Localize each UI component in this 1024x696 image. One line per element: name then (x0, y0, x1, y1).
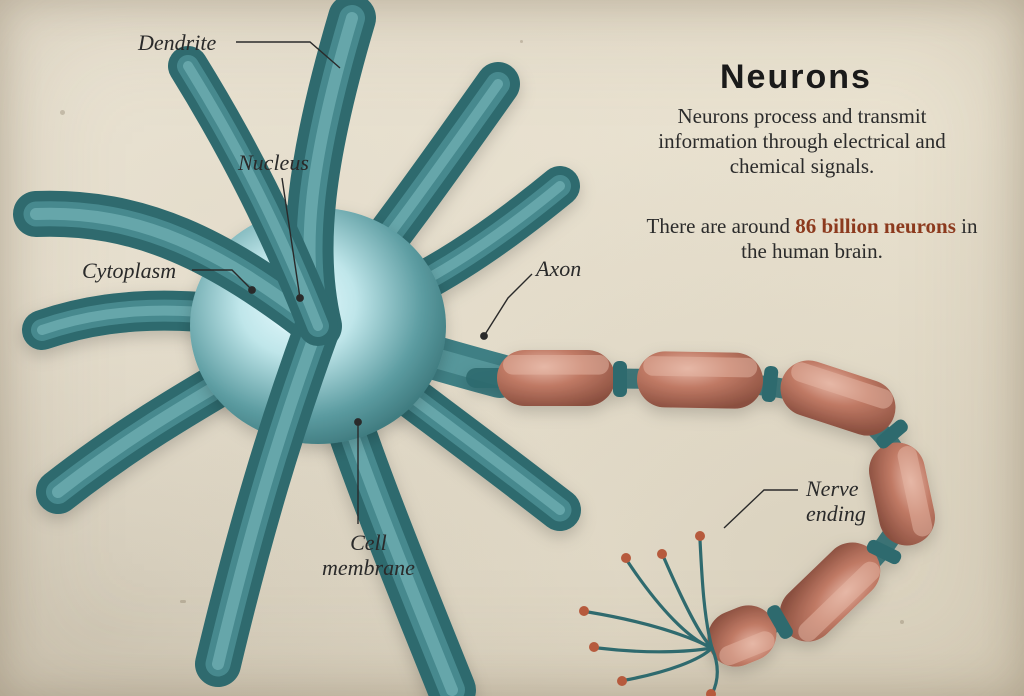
label-cell-membrane: Cellmembrane (322, 530, 415, 581)
label-dendrite: Dendrite (138, 30, 216, 55)
stat-highlight: 86 billion neurons (795, 214, 956, 238)
label-nucleus: Nucleus (238, 150, 309, 175)
infographic-canvas: Neurons Neurons process and transmit inf… (0, 0, 1024, 696)
label-nerve-ending: Nerveending (806, 476, 866, 527)
label-axon: Axon (536, 256, 581, 281)
stat-paragraph: There are around 86 billion neurons in t… (642, 214, 982, 264)
stat-before: There are around (647, 214, 796, 238)
title: Neurons (720, 58, 872, 97)
description-paragraph: Neurons process and transmit information… (642, 104, 962, 179)
label-cytoplasm: Cytoplasm (82, 258, 176, 283)
nerve-endings (579, 531, 717, 696)
